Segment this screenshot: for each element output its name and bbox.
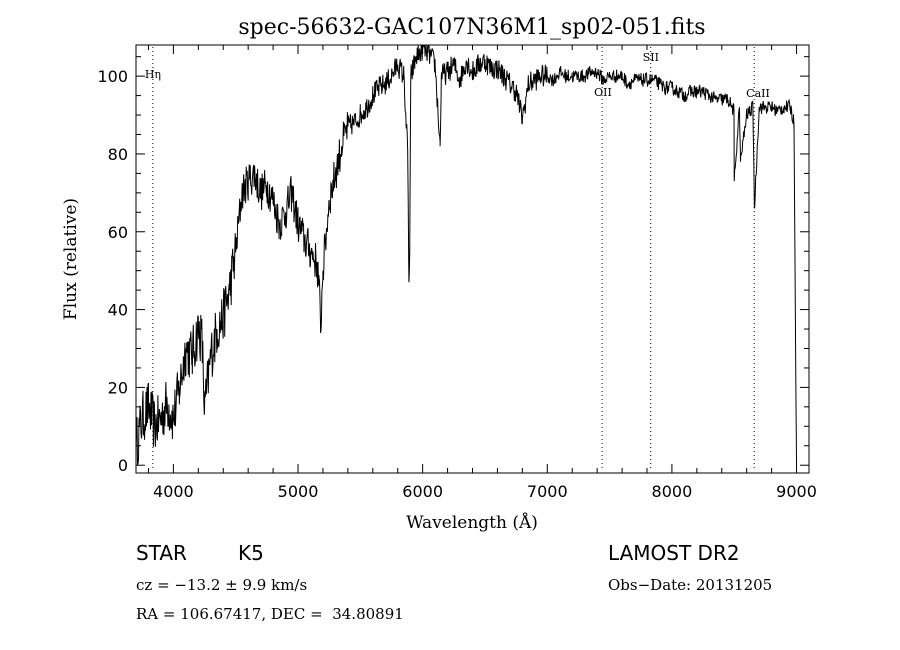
redshift-velocity: cz = −13.2 ± 9.9 km/s (136, 576, 308, 594)
object-class: STAR (136, 541, 187, 565)
chart-title: spec-56632-GAC107N36M1_sp02-051.fits (238, 15, 705, 40)
spectrum-line (135, 44, 797, 468)
x-tick-label: 6000 (402, 482, 443, 501)
y-tick-label: 0 (118, 456, 128, 475)
axis-ticks (136, 45, 809, 473)
y-tick-label: 40 (108, 301, 128, 320)
observation-date: Obs−Date: 20131205 (608, 576, 773, 594)
x-tick-label: 8000 (652, 482, 693, 501)
y-tick-label: 60 (108, 223, 128, 242)
x-tick-label: 4000 (153, 482, 194, 501)
spectral-line-labels: Hη OII SII CaII (145, 51, 770, 100)
y-tick-label: 100 (97, 67, 128, 86)
spectral-line-markers (152, 47, 755, 471)
x-tick-labels: 4000 5000 6000 7000 8000 9000 (153, 482, 817, 501)
x-tick-label: 5000 (278, 482, 319, 501)
y-axis-label: Flux (relative) (61, 198, 81, 320)
spectral-line-label: Hη (145, 68, 161, 81)
y-tick-label: 80 (108, 145, 128, 164)
spectral-line-label: SII (643, 51, 659, 64)
object-subclass: K5 (238, 541, 264, 565)
x-tick-label: 9000 (776, 482, 817, 501)
survey-name: LAMOST DR2 (608, 541, 740, 565)
y-tick-label: 20 (108, 378, 128, 397)
x-axis-label: Wavelength (Å) (406, 512, 538, 533)
y-tick-labels: 0 20 40 60 80 100 (97, 67, 128, 475)
plot-frame (135, 44, 810, 474)
spectral-line-label: CaII (746, 87, 770, 100)
spectral-line-label: OII (594, 86, 612, 99)
coordinates: RA = 106.67417, DEC = 34.80891 (136, 605, 404, 623)
x-tick-label: 7000 (527, 482, 568, 501)
